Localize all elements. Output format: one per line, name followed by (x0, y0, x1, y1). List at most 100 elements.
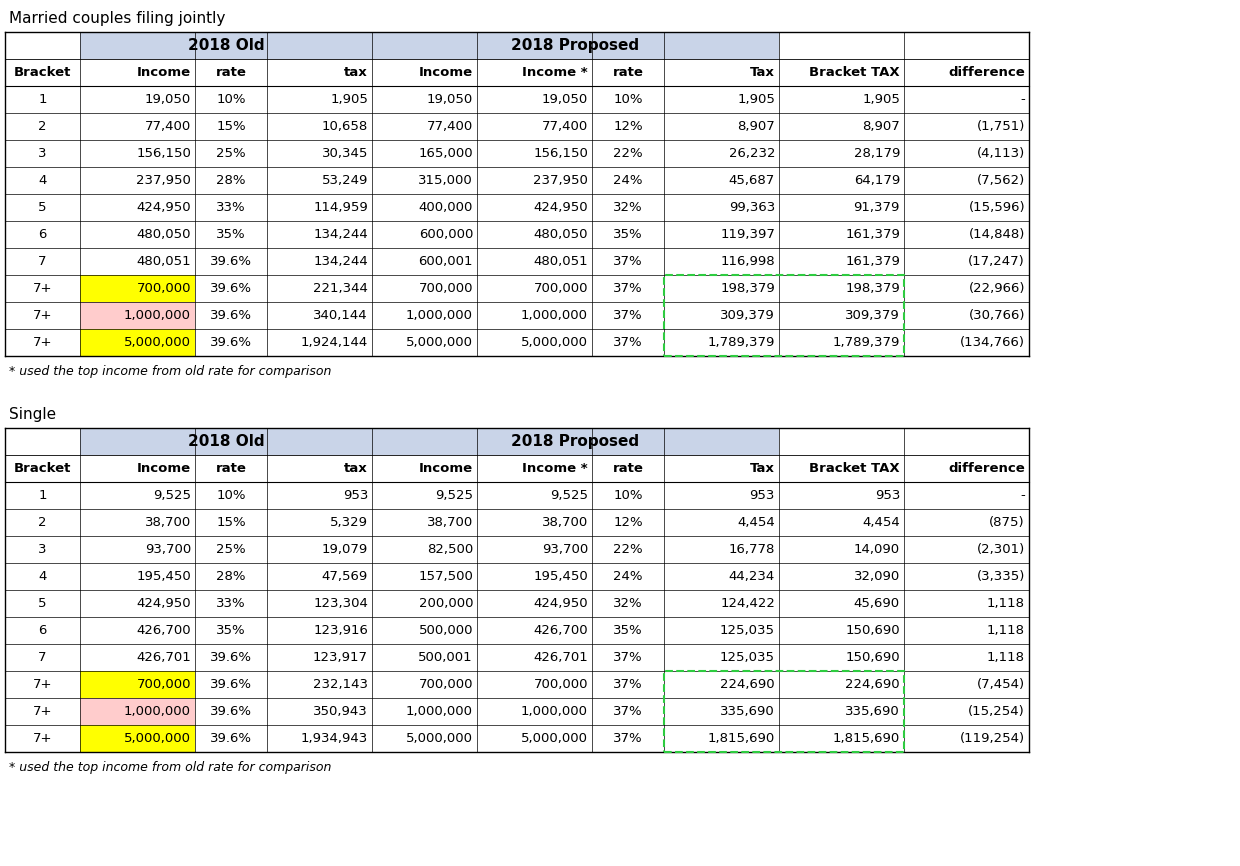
Text: 424,950: 424,950 (136, 201, 191, 214)
Text: (1,751): (1,751) (977, 120, 1025, 133)
Text: 480,051: 480,051 (533, 255, 588, 268)
Text: (15,254): (15,254) (968, 705, 1025, 718)
Text: (119,254): (119,254) (960, 732, 1025, 745)
Text: 37%: 37% (614, 336, 642, 349)
Text: 134,244: 134,244 (314, 228, 368, 241)
Text: 224,690: 224,690 (846, 678, 900, 691)
Text: 237,950: 237,950 (533, 174, 588, 187)
Text: 12%: 12% (614, 120, 642, 133)
Text: (30,766): (30,766) (968, 309, 1025, 322)
Text: 15%: 15% (216, 516, 246, 529)
Text: difference: difference (949, 66, 1025, 79)
Text: 91,379: 91,379 (853, 201, 900, 214)
Text: 2018 Old: 2018 Old (187, 434, 264, 449)
Text: 32%: 32% (614, 201, 642, 214)
Bar (81, 302, 195, 329)
Text: 33%: 33% (216, 201, 246, 214)
Text: 309,379: 309,379 (720, 309, 775, 322)
Text: 1,789,379: 1,789,379 (832, 336, 900, 349)
Text: 1,934,943: 1,934,943 (301, 732, 368, 745)
Text: 1,815,690: 1,815,690 (833, 732, 900, 745)
Text: 165,000: 165,000 (418, 147, 472, 160)
Text: 953: 953 (342, 489, 368, 502)
Text: 10,658: 10,658 (321, 120, 368, 133)
Text: 1,789,379: 1,789,379 (708, 336, 775, 349)
Text: Tax: Tax (750, 462, 775, 475)
Text: 221,344: 221,344 (314, 282, 368, 295)
Text: 7+: 7+ (32, 309, 52, 322)
Text: 1,905: 1,905 (737, 93, 775, 106)
Text: 600,000: 600,000 (419, 228, 472, 241)
Text: rate: rate (613, 462, 644, 475)
Text: 30,345: 30,345 (321, 147, 368, 160)
Text: 1: 1 (38, 93, 47, 106)
Text: 5,000,000: 5,000,000 (405, 732, 472, 745)
Text: 38,700: 38,700 (145, 516, 191, 529)
Text: 22%: 22% (614, 543, 642, 556)
Text: (3,335): (3,335) (977, 570, 1025, 583)
Text: 8,907: 8,907 (862, 120, 900, 133)
Text: 2018 Proposed: 2018 Proposed (511, 38, 640, 53)
Text: 4: 4 (38, 570, 47, 583)
Text: 10%: 10% (614, 489, 642, 502)
Bar (81, 329, 195, 356)
Text: 953: 953 (750, 489, 775, 502)
Text: 335,690: 335,690 (846, 705, 900, 718)
Text: 38,700: 38,700 (427, 516, 472, 529)
Text: 315,000: 315,000 (418, 174, 472, 187)
Text: Bracket: Bracket (14, 462, 71, 475)
Text: 700,000: 700,000 (533, 282, 588, 295)
Text: 119,397: 119,397 (720, 228, 775, 241)
Text: 7+: 7+ (32, 282, 52, 295)
Text: 19,050: 19,050 (427, 93, 472, 106)
Bar (372, 428, 779, 455)
Text: -: - (1021, 93, 1025, 106)
Text: 1,118: 1,118 (987, 624, 1025, 637)
Text: 1,118: 1,118 (987, 597, 1025, 610)
Text: (14,848): (14,848) (968, 228, 1025, 241)
Text: 39.6%: 39.6% (210, 282, 252, 295)
Text: 9,525: 9,525 (153, 489, 191, 502)
Text: 124,422: 124,422 (720, 597, 775, 610)
Text: difference: difference (949, 462, 1025, 475)
Text: 9,525: 9,525 (435, 489, 472, 502)
Text: 224,690: 224,690 (720, 678, 775, 691)
Text: (7,562): (7,562) (977, 174, 1025, 187)
Text: 25%: 25% (216, 147, 246, 160)
Text: 340,144: 340,144 (314, 309, 368, 322)
Bar (81, 32, 372, 59)
Bar (663, 671, 904, 752)
Text: 35%: 35% (614, 228, 642, 241)
Text: 28%: 28% (216, 174, 246, 187)
Text: 1,000,000: 1,000,000 (405, 309, 472, 322)
Text: 1,905: 1,905 (330, 93, 368, 106)
Text: 10%: 10% (216, 93, 246, 106)
Text: 10%: 10% (216, 489, 246, 502)
Text: 5,000,000: 5,000,000 (124, 336, 191, 349)
Text: Married couples filing jointly: Married couples filing jointly (9, 11, 226, 27)
Text: 44,234: 44,234 (729, 570, 775, 583)
Text: 5: 5 (38, 201, 47, 214)
Bar (372, 32, 779, 59)
Text: 35%: 35% (614, 624, 642, 637)
Text: 25%: 25% (216, 543, 246, 556)
Text: 123,917: 123,917 (312, 651, 368, 664)
Text: (15,596): (15,596) (968, 201, 1025, 214)
Text: 33%: 33% (216, 597, 246, 610)
Text: 77,400: 77,400 (145, 120, 191, 133)
Text: 232,143: 232,143 (312, 678, 368, 691)
Bar (81, 725, 195, 752)
Text: 37%: 37% (614, 651, 642, 664)
Text: 37%: 37% (614, 255, 642, 268)
Text: 198,379: 198,379 (720, 282, 775, 295)
Text: 157,500: 157,500 (418, 570, 472, 583)
Text: (7,454): (7,454) (977, 678, 1025, 691)
Text: tax: tax (345, 462, 368, 475)
Text: 22%: 22% (614, 147, 642, 160)
Text: 24%: 24% (614, 570, 642, 583)
Text: 5,329: 5,329 (330, 516, 368, 529)
Text: 7+: 7+ (32, 705, 52, 718)
Text: 200,000: 200,000 (419, 597, 472, 610)
Text: Single: Single (9, 408, 56, 423)
Text: Income: Income (419, 66, 472, 79)
